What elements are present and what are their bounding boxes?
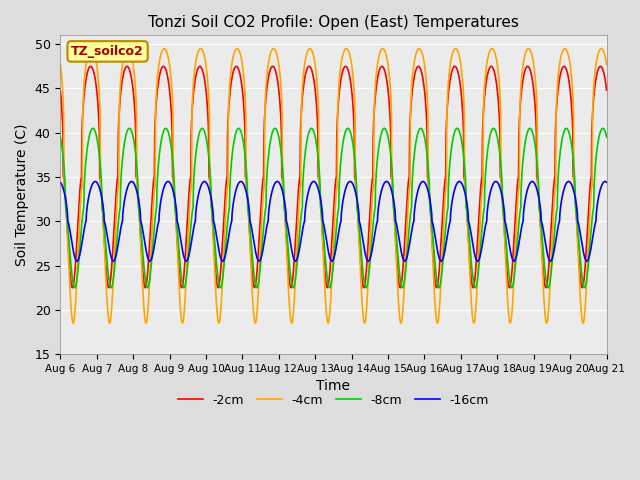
-8cm <box>555 165 563 170</box>
-2cm <box>178 285 186 290</box>
-16cm <box>92 179 99 184</box>
-8cm <box>89 125 97 131</box>
-4cm <box>88 46 95 51</box>
-16cm <box>73 258 81 264</box>
-16cm <box>285 229 292 235</box>
-2cm <box>68 285 76 290</box>
Line: -8cm: -8cm <box>60 128 607 288</box>
-2cm <box>603 87 611 93</box>
-4cm <box>285 290 292 296</box>
-16cm <box>508 254 516 260</box>
-4cm <box>56 62 64 68</box>
Y-axis label: Soil Temperature (C): Soil Temperature (C) <box>15 123 29 266</box>
-8cm <box>603 134 611 140</box>
-16cm <box>418 179 426 185</box>
-4cm <box>603 62 611 68</box>
-16cm <box>178 243 186 249</box>
-8cm <box>418 126 426 132</box>
-2cm <box>418 71 426 76</box>
Legend: -2cm, -4cm, -8cm, -16cm: -2cm, -4cm, -8cm, -16cm <box>173 389 494 412</box>
Line: -16cm: -16cm <box>60 181 607 261</box>
-4cm <box>271 48 279 53</box>
-2cm <box>56 87 64 93</box>
Line: -2cm: -2cm <box>60 66 607 288</box>
-4cm <box>69 320 77 326</box>
-16cm <box>271 180 279 186</box>
-4cm <box>508 312 516 318</box>
-4cm <box>418 49 426 55</box>
-8cm <box>56 134 64 140</box>
Title: Tonzi Soil CO2 Profile: Open (East) Temperatures: Tonzi Soil CO2 Profile: Open (East) Temp… <box>148 15 519 30</box>
-2cm <box>285 271 292 277</box>
-8cm <box>71 285 79 290</box>
-16cm <box>603 180 611 185</box>
-16cm <box>56 180 64 185</box>
Line: -4cm: -4cm <box>60 48 607 323</box>
-4cm <box>555 68 563 73</box>
Text: TZ_soilco2: TZ_soilco2 <box>71 45 144 58</box>
-16cm <box>555 221 563 227</box>
-2cm <box>555 81 563 87</box>
-2cm <box>508 271 516 277</box>
-8cm <box>178 276 186 282</box>
-2cm <box>87 63 95 69</box>
-8cm <box>285 252 292 258</box>
-8cm <box>271 126 279 132</box>
-4cm <box>178 318 186 324</box>
-8cm <box>508 285 516 290</box>
-2cm <box>271 68 279 73</box>
X-axis label: Time: Time <box>316 379 351 394</box>
